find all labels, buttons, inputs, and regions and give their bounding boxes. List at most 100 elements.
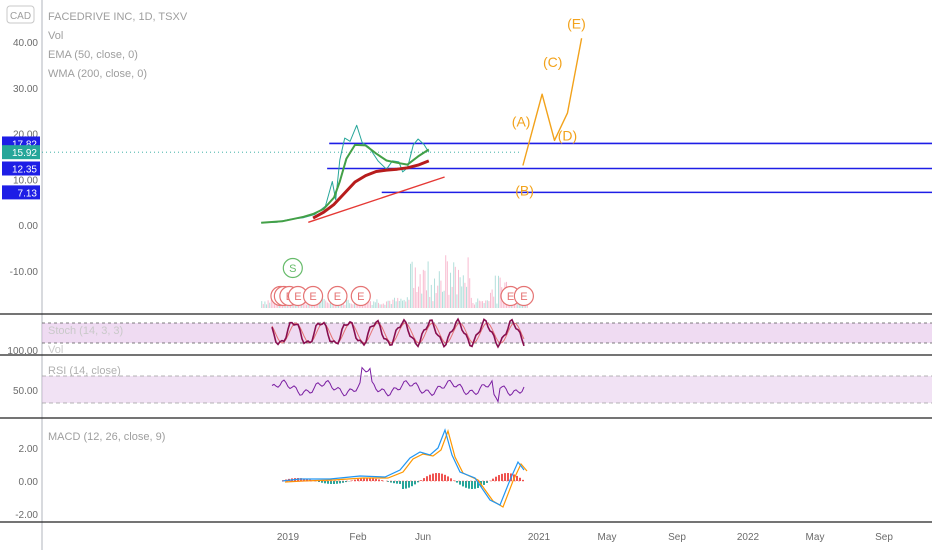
volume-bar [488,301,490,308]
y-tick-label: 20.00 [13,130,38,141]
currency-badge[interactable] [6,5,35,24]
x-tick-label: May [598,532,617,543]
volume-bar [494,275,496,308]
macd-tick-label: -2.00 [15,510,38,521]
marker-label: E [294,291,301,303]
earnings-marker[interactable]: E [327,285,348,307]
marker-label: E [334,291,341,303]
price-axis: 40.00 30.00 20.00 10.00 0.00 -10.00 [10,38,39,278]
indicator-ema-label: EMA (50, close, 0) [48,49,138,61]
volume-bar [291,303,293,308]
volume-bar [483,303,485,308]
x-tick-label: May [806,532,825,543]
y-tick-label: 0.00 [19,221,39,232]
macd-histogram-bar [447,476,449,481]
stoch-d-line [271,322,525,344]
series-wma-line [312,159,430,220]
macd-line [281,428,525,506]
volume-bar [350,303,352,308]
macd-histogram-bar [468,481,470,489]
volume-bar [344,304,346,308]
macd-histogram-bar [492,478,494,481]
volume-bar [485,300,487,308]
volume-bar [371,304,373,308]
volume-bar [395,301,397,308]
volume-bar [397,297,399,308]
macd-histogram-bar [372,478,374,481]
indicator-wma-label: WMA (200, close, 0) [48,68,147,80]
volume-bar [405,301,407,308]
macd-histogram-bar [354,479,356,481]
volume-bar [318,302,320,308]
volume-bar [400,298,402,308]
macd-histogram-bar [483,481,485,485]
volume-bar [272,301,274,308]
stoch-vol-label: Vol [48,344,63,356]
earnings-marker[interactable]: E [350,285,371,307]
macd-tick-label: 2.00 [19,444,39,455]
earnings-marker[interactable]: E [513,285,534,307]
y-tick-label: 40.00 [13,38,38,49]
macd-histogram-bar [504,473,506,481]
volume-bar [435,293,437,308]
price-tag-bg [2,161,40,176]
volume-bar [323,299,325,308]
macd-histogram-bar [516,475,518,481]
wave-label: (A) [512,114,531,130]
volume-bar [336,304,338,308]
volume-bar [374,302,376,308]
indicator-vol-label: Vol [48,30,63,42]
volume-bar [382,303,384,308]
x-tick-label: 2019 [277,532,300,543]
volume-bar [378,302,380,308]
macd-histogram-bar [441,473,443,481]
macd-histogram-bar [519,477,521,481]
macd-histogram-bar [477,481,479,488]
volume-bar [413,287,415,308]
x-tick-label: Sep [668,532,686,543]
volume-bar [406,297,408,308]
volume-bar [304,301,306,308]
series-wave-line [522,38,583,166]
macd-histogram-bar [318,481,320,483]
volume-bar [493,296,495,308]
volume-bar [389,300,391,308]
macd-histogram-bar [432,473,434,481]
volume-bar [306,304,308,308]
volume-bar [408,299,410,308]
volume-bar [370,301,372,308]
rsi-label: RSI (14, close) [48,365,121,377]
x-tick-label: Jun [415,532,431,543]
split-marker[interactable]: S [282,257,303,279]
earnings-marker[interactable]: E [302,285,324,307]
volume-bar [376,299,378,308]
macd-histogram-bar [522,479,524,481]
volume-bar [347,299,349,308]
rsi-axis-label: 50.00 [13,386,38,397]
volume-bar [438,271,440,308]
volume-bar [360,304,362,308]
volume-bar [470,297,472,308]
macd-histogram-bar [327,481,329,484]
macd-histogram-bar [408,481,410,488]
y-tick-label: 10.00 [13,175,38,186]
rsi-line [271,366,525,404]
macd-histogram-bar [387,481,389,482]
macd-histogram-bar [366,478,368,481]
marker-label: S [289,263,296,275]
macd-histogram-bar [414,481,416,485]
macd-histogram-bar [396,481,398,484]
volume-bar [475,302,477,308]
stoch-label: Stoch (14, 3, 3) [48,325,123,337]
volume-bar [448,294,450,308]
volume-bar [496,303,498,308]
volume-bar [450,272,452,308]
series-ema-line [261,143,430,224]
price-tag-bg [2,185,40,200]
volume-bar [320,298,322,308]
volume-bar [461,286,463,308]
marker-circle [513,285,534,307]
volume-bar [467,257,469,308]
volume-bar [365,303,367,308]
